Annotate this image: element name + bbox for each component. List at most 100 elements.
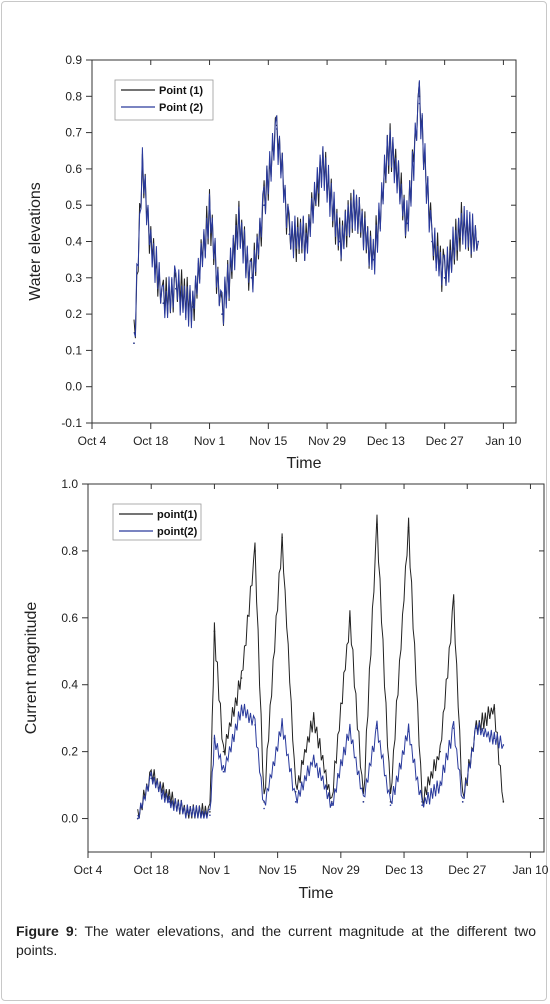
data-point-2 bbox=[376, 727, 378, 730]
data-point-2 bbox=[238, 222, 240, 225]
data-point-2 bbox=[338, 240, 341, 243]
y-tick-label: 0.2 bbox=[65, 307, 82, 321]
data-point-2 bbox=[322, 160, 324, 163]
data-point-2 bbox=[250, 277, 253, 279]
x-tick-label: Oct 4 bbox=[78, 434, 107, 448]
x-tick-label: Nov 1 bbox=[194, 434, 226, 448]
y-axis-label: Water elevations bbox=[27, 182, 44, 301]
data-point-1 bbox=[213, 630, 216, 632]
x-tick-label: Nov 29 bbox=[322, 863, 360, 877]
x-tick-label: Jan 10 bbox=[512, 863, 548, 877]
data-point-2 bbox=[443, 277, 446, 279]
plot-frame bbox=[87, 483, 545, 853]
x-tick-label: Jan 10 bbox=[485, 434, 521, 448]
data-point-1 bbox=[376, 523, 378, 525]
data-point-2 bbox=[406, 222, 408, 225]
x-tick-label: Oct 18 bbox=[133, 434, 169, 448]
data-point-2 bbox=[475, 727, 478, 730]
data-point-2 bbox=[186, 811, 189, 813]
data-point-2 bbox=[133, 342, 135, 344]
data-point-1 bbox=[349, 617, 351, 619]
legend-label-2: point(2) bbox=[157, 526, 198, 538]
data-point-2 bbox=[493, 737, 496, 740]
data-point-2 bbox=[407, 730, 410, 733]
data-point-1 bbox=[452, 600, 455, 602]
figure-caption-text: : The water elevations, and the current … bbox=[16, 923, 536, 958]
data-point-2 bbox=[502, 744, 505, 746]
x-tick-label: Dec 13 bbox=[385, 863, 423, 877]
data-point-2 bbox=[418, 102, 421, 105]
x-tick-label: Oct 18 bbox=[134, 863, 170, 877]
x-tick-label: Nov 29 bbox=[308, 434, 346, 448]
data-point-2 bbox=[213, 737, 216, 740]
data-point-2 bbox=[362, 801, 365, 803]
data-point-2 bbox=[149, 240, 152, 243]
legend-label-1: Point (1) bbox=[159, 85, 203, 97]
data-point-2 bbox=[221, 313, 223, 315]
x-tick-label: Oct 4 bbox=[74, 863, 103, 877]
y-tick-label: 0.9 bbox=[65, 53, 82, 67]
x-tick-label: Dec 27 bbox=[448, 863, 486, 877]
data-point-2 bbox=[294, 801, 297, 803]
data-point-1 bbox=[493, 707, 496, 709]
x-axis-label: Time bbox=[299, 885, 334, 902]
y-tick-label: 0.6 bbox=[65, 162, 82, 176]
data-point-1 bbox=[222, 750, 225, 753]
data-point-2 bbox=[263, 204, 265, 206]
y-tick-label: 0.1 bbox=[65, 343, 82, 357]
data-point-1 bbox=[439, 750, 441, 753]
series-line-2 bbox=[133, 80, 479, 337]
data-point-2 bbox=[222, 770, 225, 773]
y-axis-label: Current magnitude bbox=[23, 602, 40, 735]
figure-caption: Figure 9: The water elevations, and the … bbox=[16, 922, 536, 960]
y-tick-label: 0.0 bbox=[61, 812, 78, 826]
data-point-2 bbox=[162, 302, 165, 305]
y-tick-label: 0.4 bbox=[61, 678, 78, 692]
data-point-2 bbox=[477, 240, 480, 243]
y-tick-label: 0.8 bbox=[61, 544, 78, 558]
x-tick-label: Dec 27 bbox=[426, 434, 464, 448]
legend-box bbox=[114, 79, 214, 121]
data-point-2 bbox=[305, 240, 307, 243]
series-line-2 bbox=[137, 703, 504, 819]
y-tick-label: 0.7 bbox=[65, 126, 82, 140]
data-point-2 bbox=[452, 727, 455, 730]
x-tick-label: Dec 13 bbox=[367, 434, 405, 448]
data-point-2 bbox=[312, 757, 315, 760]
data-point-2 bbox=[281, 724, 283, 726]
data-point-2 bbox=[439, 784, 441, 786]
x-tick-label: Nov 15 bbox=[249, 434, 287, 448]
data-point-2 bbox=[331, 804, 333, 806]
data-point-2 bbox=[389, 804, 392, 806]
data-point-2 bbox=[372, 258, 375, 261]
x-axis-label: Time bbox=[287, 455, 322, 472]
y-tick-label: 0.6 bbox=[61, 611, 78, 625]
data-point-1 bbox=[407, 526, 410, 529]
data-point-2 bbox=[168, 801, 171, 803]
data-point-2 bbox=[175, 287, 177, 290]
data-point-2 bbox=[288, 233, 291, 236]
data-point-2 bbox=[275, 128, 278, 130]
data-point-1 bbox=[312, 717, 315, 719]
data-point-2 bbox=[240, 707, 243, 709]
current-magnitude-chart: 0.0 0.2 0.4 0.6 0.8 1.0 Oct 4 Oct 18 Nov 1 Nov 15… bbox=[23, 477, 549, 902]
y-tick-label: -0.1 bbox=[61, 416, 82, 430]
data-point-2 bbox=[349, 727, 351, 730]
y-tick-label: 1.0 bbox=[61, 477, 78, 491]
data-point-2 bbox=[208, 211, 211, 214]
data-point-2 bbox=[141, 168, 144, 170]
data-point-2 bbox=[209, 814, 211, 816]
legend-box bbox=[112, 503, 202, 541]
data-point-2 bbox=[150, 777, 153, 780]
water-elevation-chart: -0.1 0.0 0.1 0.2 0.3 0.4 0.5 0.6 0.7 0.8 0.9 Oct 4 O… bbox=[27, 53, 522, 472]
y-tick-label: 0.8 bbox=[65, 89, 82, 103]
legend-label-2: Point (2) bbox=[159, 102, 203, 114]
data-point-2 bbox=[263, 807, 265, 810]
data-point-2 bbox=[431, 240, 433, 243]
data-point-1 bbox=[209, 811, 211, 813]
data-point-2 bbox=[389, 139, 391, 141]
y-tick-label: 0.2 bbox=[61, 745, 78, 759]
data-point-2 bbox=[355, 204, 358, 206]
x-tick-label: Nov 1 bbox=[199, 863, 231, 877]
data-point-1 bbox=[240, 677, 243, 679]
